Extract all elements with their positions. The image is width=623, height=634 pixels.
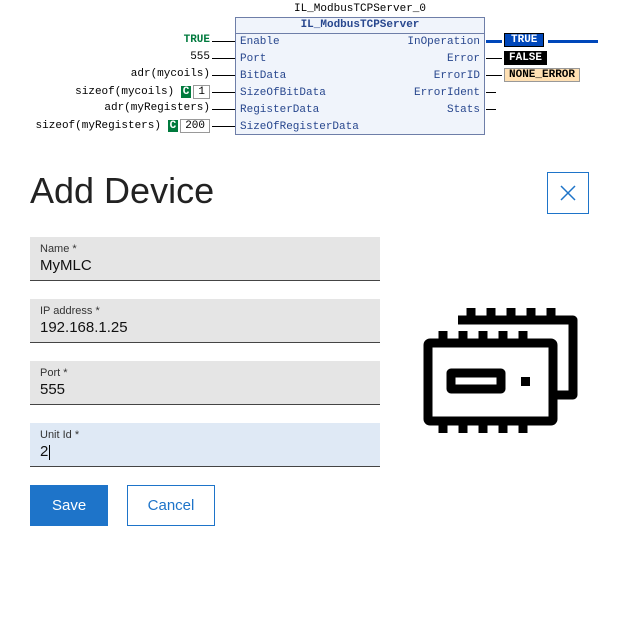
fb-pin-sizebit: SizeOfBitData: [240, 87, 326, 99]
fb-wire: [212, 75, 235, 76]
cancel-button[interactable]: Cancel: [127, 485, 216, 526]
fb-input-port: 555: [150, 51, 210, 63]
page-title: Add Device: [30, 170, 593, 212]
fb-pin-errorident: ErrorIdent: [414, 87, 480, 99]
fb-pin-bitdata: BitData: [240, 70, 286, 82]
fb-pin-regdata: RegisterData: [240, 104, 319, 116]
c-badge-val: 200: [180, 119, 210, 133]
fb-wire: [486, 40, 502, 43]
fb-out-inop: TRUE: [504, 33, 544, 47]
button-row: Save Cancel: [30, 485, 593, 526]
plc-device-icon: [413, 295, 583, 435]
save-button[interactable]: Save: [30, 485, 108, 526]
fb-instance-name: IL_ModbusTCPServer_0: [235, 3, 485, 15]
fb-wire: [212, 41, 235, 42]
unitid-label: Unit Id *: [40, 429, 370, 441]
fb-input-sizebit-text: sizeof(mycoils): [75, 86, 174, 98]
port-input[interactable]: 555: [40, 381, 370, 398]
fb-pin-stats: Stats: [447, 104, 480, 116]
name-field-wrap[interactable]: Name * MyMLC: [30, 237, 380, 281]
fb-pin-port: Port: [240, 53, 266, 65]
fb-wire: [212, 109, 235, 110]
fb-wire: [486, 58, 502, 59]
fb-pin-sizereg: SizeOfRegisterData: [240, 121, 359, 133]
unitid-field-wrap[interactable]: Unit Id * 2: [30, 423, 380, 467]
fb-pin-errorid: ErrorID: [434, 70, 480, 82]
fb-pin-inop: InOperation: [407, 36, 480, 48]
c-badge-val: 1: [193, 85, 210, 99]
c-badge: C: [181, 86, 192, 98]
name-input[interactable]: MyMLC: [40, 257, 370, 274]
port-label: Port *: [40, 367, 370, 379]
fb-pin-error: Error: [447, 53, 480, 65]
close-icon: [558, 183, 578, 203]
fb-input-sizebit: sizeof(mycoils) C1: [25, 85, 210, 99]
fb-input-bitdata: adr(mycoils): [100, 68, 210, 80]
add-device-form: Add Device Name * MyMLC IP address * 192…: [0, 150, 623, 546]
ip-field-wrap[interactable]: IP address * 192.168.1.25: [30, 299, 380, 343]
port-field-wrap[interactable]: Port * 555: [30, 361, 380, 405]
fb-wire: [486, 92, 496, 93]
fb-wire: [212, 92, 235, 93]
fb-type-name: IL_ModbusTCPServer: [236, 18, 484, 34]
fb-input-sizereg: sizeof(myRegisters) C200: [5, 119, 210, 133]
name-label: Name *: [40, 243, 370, 255]
fb-input-regdata: adr(myRegisters): [80, 102, 210, 114]
fb-wire: [548, 40, 598, 43]
fb-input-enable: TRUE: [150, 34, 210, 46]
function-block-diagram: IL_ModbusTCPServer_0 IL_ModbusTCPServer …: [0, 0, 623, 150]
fb-out-error: FALSE: [504, 51, 547, 65]
fb-wire: [486, 109, 496, 110]
unitid-input[interactable]: 2: [40, 443, 370, 460]
ip-label: IP address *: [40, 305, 370, 317]
fb-wire: [212, 58, 235, 59]
c-badge: C: [168, 120, 179, 132]
ip-input[interactable]: 192.168.1.25: [40, 319, 370, 336]
fb-pin-enable: Enable: [240, 36, 280, 48]
unitid-value: 2: [40, 443, 48, 460]
fb-wire: [486, 75, 502, 76]
fb-box: IL_ModbusTCPServer Enable Port BitData S…: [235, 17, 485, 135]
text-cursor: [49, 445, 50, 460]
close-button[interactable]: [547, 172, 589, 214]
fb-out-errorid: NONE_ERROR: [504, 68, 580, 82]
fb-wire: [212, 126, 235, 127]
fb-input-sizereg-text: sizeof(myRegisters): [36, 120, 161, 132]
